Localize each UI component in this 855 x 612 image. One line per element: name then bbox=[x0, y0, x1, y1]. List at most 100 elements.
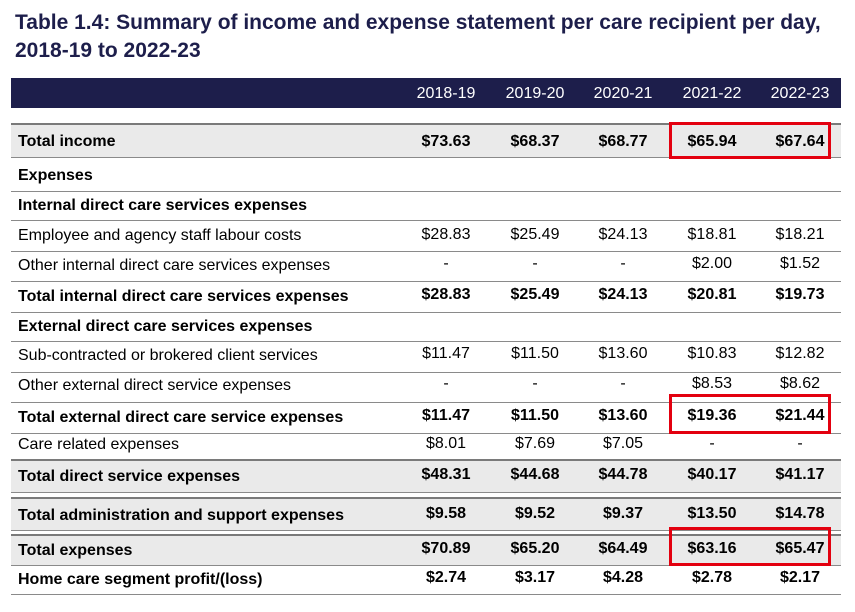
cell: $20.81 bbox=[687, 286, 737, 303]
row-label: Total external direct care service expen… bbox=[18, 409, 344, 426]
cell: $9.58 bbox=[425, 505, 467, 522]
cell: - bbox=[443, 375, 449, 392]
cell: $9.37 bbox=[602, 505, 644, 522]
cell: $4.28 bbox=[602, 569, 644, 586]
table-header: 2018-19 2019-20 2020-21 2021-22 2022-23 bbox=[11, 78, 841, 108]
col-header-2020-21: 2020-21 bbox=[593, 85, 653, 102]
section-expenses: Expenses bbox=[11, 162, 841, 190]
col-header-2022-23: 2022-23 bbox=[770, 85, 830, 102]
divider bbox=[11, 251, 841, 252]
row-label: Care related expenses bbox=[18, 436, 179, 453]
cell: $7.05 bbox=[602, 435, 644, 452]
divider bbox=[11, 459, 841, 461]
row-label: Total expenses bbox=[18, 542, 133, 559]
cell: - bbox=[620, 255, 626, 272]
cell: $21.44 bbox=[775, 407, 825, 424]
row-label: Total income bbox=[18, 133, 116, 150]
cell: $11.50 bbox=[510, 407, 560, 424]
divider bbox=[11, 433, 841, 434]
cell: $65.94 bbox=[687, 133, 737, 150]
cell: $3.17 bbox=[514, 569, 556, 586]
cell: $24.13 bbox=[598, 226, 648, 243]
row-label: Total direct service expenses bbox=[18, 468, 241, 485]
cell: $48.31 bbox=[421, 466, 471, 483]
cell: $19.36 bbox=[687, 407, 737, 424]
cell: $7.69 bbox=[514, 435, 556, 452]
row-label: Total administration and support expense… bbox=[18, 507, 344, 524]
highlight-box-income bbox=[669, 122, 831, 159]
section-label: Expenses bbox=[18, 167, 93, 184]
cell: - bbox=[620, 375, 626, 392]
cell: $13.60 bbox=[598, 407, 648, 424]
row-employee-agency: Employee and agency staff labour costs $… bbox=[11, 221, 841, 251]
cell: $11.50 bbox=[511, 345, 559, 362]
cell: $24.13 bbox=[598, 286, 648, 303]
cell: $2.78 bbox=[691, 569, 733, 586]
cell: $18.81 bbox=[687, 226, 737, 243]
row-label: Other external direct service expenses bbox=[18, 377, 292, 394]
cell: - bbox=[532, 255, 538, 272]
section-label: Internal direct care services expenses bbox=[18, 197, 308, 214]
divider bbox=[11, 530, 841, 531]
cell: $64.49 bbox=[598, 540, 648, 557]
cell: $14.78 bbox=[775, 505, 825, 522]
col-header-2018-19: 2018-19 bbox=[416, 85, 476, 102]
cell: $70.89 bbox=[421, 540, 471, 557]
row-label: Total internal direct care services expe… bbox=[18, 288, 349, 305]
row-total-internal: Total internal direct care services expe… bbox=[11, 282, 841, 312]
cell: $8.01 bbox=[425, 435, 467, 452]
cell: $65.47 bbox=[775, 540, 825, 557]
divider bbox=[11, 157, 841, 158]
highlight-box-external bbox=[669, 394, 831, 434]
cell: $40.17 bbox=[687, 466, 737, 483]
cell: $25.49 bbox=[510, 226, 560, 243]
divider bbox=[11, 594, 841, 595]
row-label: Other internal direct care services expe… bbox=[18, 257, 331, 274]
cell: $2.17 bbox=[779, 569, 821, 586]
row-label: Sub-contracted or brokered client servic… bbox=[18, 347, 318, 364]
cell: $25.49 bbox=[510, 286, 560, 303]
cell: $9.52 bbox=[514, 505, 556, 522]
cell: $11.47 bbox=[422, 345, 470, 362]
cell: $68.37 bbox=[510, 133, 560, 150]
cell: $28.83 bbox=[421, 286, 471, 303]
cell: $63.16 bbox=[687, 540, 737, 557]
section-external-direct: External direct care services expenses bbox=[11, 313, 841, 341]
row-label: Home care segment profit/(loss) bbox=[18, 571, 263, 588]
section-label: External direct care services expenses bbox=[18, 318, 313, 335]
cell: $10.83 bbox=[687, 345, 737, 362]
row-total-income: Total income $73.63 $68.37 $68.77 $65.94… bbox=[11, 125, 841, 157]
cell: $2.00 bbox=[691, 255, 733, 272]
cell: $13.60 bbox=[598, 345, 648, 362]
cell: $11.47 bbox=[421, 407, 471, 424]
cell: $13.50 bbox=[687, 505, 737, 522]
row-label: Employee and agency staff labour costs bbox=[18, 227, 302, 244]
cell: - bbox=[797, 435, 803, 452]
row-total-direct: Total direct service expenses $48.31 $44… bbox=[11, 461, 841, 492]
divider bbox=[11, 492, 841, 493]
row-total-external: Total external direct care service expen… bbox=[11, 403, 841, 433]
cell: $73.63 bbox=[421, 133, 471, 150]
row-profit-loss: Home care segment profit/(loss) $2.74 $3… bbox=[11, 566, 841, 594]
row-care-related: Care related expenses $8.01 $7.69 $7.05 … bbox=[11, 434, 841, 460]
cell: $2.74 bbox=[425, 569, 467, 586]
divider bbox=[11, 281, 841, 282]
cell: $19.73 bbox=[775, 286, 825, 303]
col-header-2021-22: 2021-22 bbox=[682, 85, 742, 102]
cell: - bbox=[532, 375, 538, 392]
cell: $28.83 bbox=[421, 226, 471, 243]
divider bbox=[11, 497, 841, 499]
divider bbox=[11, 565, 841, 566]
row-other-external: Other external direct service expenses -… bbox=[11, 373, 841, 402]
divider bbox=[11, 534, 841, 536]
divider bbox=[11, 123, 841, 125]
cell: - bbox=[709, 435, 715, 452]
cell: $68.77 bbox=[598, 133, 648, 150]
row-total-admin: Total administration and support expense… bbox=[11, 499, 841, 530]
cell: - bbox=[443, 255, 449, 272]
cell: $8.62 bbox=[779, 375, 821, 392]
cell: $8.53 bbox=[691, 375, 733, 392]
table-title: Table 1.4: Summary of income and expense… bbox=[15, 11, 821, 62]
cell: $44.68 bbox=[510, 466, 560, 483]
cell: $41.17 bbox=[775, 466, 825, 483]
